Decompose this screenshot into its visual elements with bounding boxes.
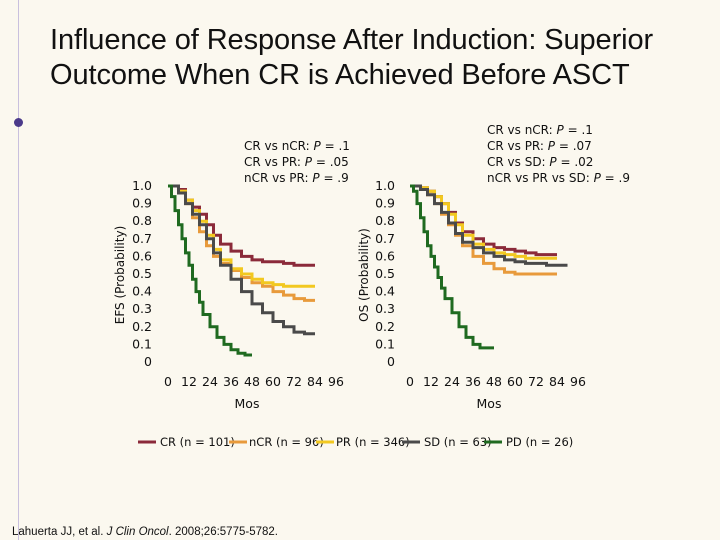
os-annotation-2: CR vs PR: P = .07 (487, 139, 592, 153)
os-y-tick-label: 0.6 (375, 248, 395, 263)
os-y-tick-label: 0.2 (375, 319, 395, 334)
efs-series-pd-line (168, 184, 252, 357)
legend-item-cr: CR (n = 101) (138, 435, 235, 449)
efs-y-tick-label: 0.9 (132, 196, 152, 211)
os-x-tick-label: 12 (423, 374, 439, 389)
os-y-axis-label: OS (Probability) (357, 228, 371, 322)
os-x-tick-label: 84 (549, 374, 565, 389)
os-x-tick-label: 60 (507, 374, 523, 389)
efs-y-tick-label: 1.0 (132, 178, 152, 193)
legend-label-cr: CR (n = 101) (160, 435, 235, 449)
efs-y-tick-label: 0.2 (132, 319, 152, 334)
efs-x-axis-label: Mos (235, 396, 260, 411)
os-x-tick-label: 36 (465, 374, 481, 389)
sidebar-accent-line (18, 0, 19, 540)
efs-x-tick-label: 24 (202, 374, 218, 389)
os-y-tick-label: 0.8 (375, 213, 395, 228)
os-series-pd-line (410, 184, 494, 350)
os-x-ticks: 0 12 24 36 48 60 72 84 96 (406, 374, 586, 389)
os-p-value-annotations: CR vs nCR: P = .1 CR vs PR: P = .07 CR v… (487, 123, 630, 185)
slide-title-line-1: Influence of Response After Induction: S… (50, 24, 654, 56)
os-y-tick-label: 0.7 (375, 231, 395, 246)
efs-annotation-3: nCR vs PR: P = .9 (244, 171, 349, 185)
os-y-tick-label: 0.5 (375, 266, 395, 281)
os-annotation-3: CR vs SD: P = .02 (487, 155, 593, 169)
efs-y-tick-label: 0.8 (132, 213, 152, 228)
os-y-tick-label: 0.3 (375, 301, 395, 316)
efs-y-tick-label: 0.3 (132, 301, 152, 316)
efs-annotation-1: CR vs nCR: P = .1 (244, 139, 350, 153)
os-series (410, 184, 568, 350)
efs-annotation-2: CR vs PR: P = .05 (244, 155, 349, 169)
efs-x-tick-label: 0 (164, 374, 172, 389)
os-y-tick-label: 0.4 (375, 284, 395, 299)
os-chart: CR vs nCR: P = .1 CR vs PR: P = .07 CR v… (357, 123, 630, 411)
os-series-sd-line (410, 184, 568, 267)
os-annotation-4: nCR vs PR vs SD: P = .9 (487, 171, 630, 185)
os-x-tick-label: 96 (570, 374, 586, 389)
efs-x-tick-label: 36 (223, 374, 239, 389)
efs-y-ticks: 0 0.1 0.2 0.3 0.4 0.5 0.6 0.7 0.8 0.9 1.0 (132, 178, 152, 369)
efs-y-tick-label: 0 (144, 354, 152, 369)
efs-x-tick-label: 96 (328, 374, 344, 389)
legend-label-pr: PR (n = 346) (336, 435, 410, 449)
efs-y-tick-label: 0.7 (132, 231, 152, 246)
efs-y-tick-label: 0.4 (132, 284, 152, 299)
efs-y-tick-label: 0.6 (132, 248, 152, 263)
os-x-tick-label: 48 (486, 374, 502, 389)
legend-item-pd: PD (n = 26) (484, 435, 573, 449)
efs-x-tick-label: 48 (244, 374, 260, 389)
os-x-axis-label: Mos (477, 396, 502, 411)
efs-x-tick-label: 12 (181, 374, 197, 389)
legend-item-sd: SD (n = 63) (402, 435, 492, 449)
efs-chart: CR vs nCR: P = .1 CR vs PR: P = .05 nCR … (113, 139, 350, 411)
efs-y-tick-label: 0.5 (132, 266, 152, 281)
efs-series-pr-line (168, 184, 315, 288)
os-x-tick-label: 72 (528, 374, 544, 389)
legend-label-pd: PD (n = 26) (506, 435, 573, 449)
os-y-tick-label: 0.9 (375, 196, 395, 211)
os-y-tick-label: 1.0 (375, 178, 395, 193)
os-y-tick-label: 0 (387, 354, 395, 369)
os-x-tick-label: 0 (406, 374, 414, 389)
efs-y-tick-label: 0.1 (132, 336, 152, 351)
os-series-ncr-line (410, 184, 557, 276)
os-y-tick-label: 0.1 (375, 336, 395, 351)
sidebar-bullet-dot (14, 118, 23, 127)
legend: CR (n = 101) nCR (n = 96) PR (n = 346) S… (138, 435, 573, 449)
os-annotation-1: CR vs nCR: P = .1 (487, 123, 593, 137)
legend-label-sd: SD (n = 63) (424, 435, 492, 449)
efs-series (168, 184, 315, 357)
os-x-tick-label: 24 (444, 374, 460, 389)
os-y-ticks: 0 0.1 0.2 0.3 0.4 0.5 0.6 0.7 0.8 0.9 1.0 (375, 178, 395, 369)
efs-y-axis-label: EFS (Probability) (113, 226, 127, 325)
legend-label-ncr: nCR (n = 96) (249, 435, 324, 449)
legend-item-pr: PR (n = 346) (316, 435, 410, 449)
efs-x-ticks: 0 12 24 36 48 60 72 84 96 (164, 374, 344, 389)
efs-p-value-annotations: CR vs nCR: P = .1 CR vs PR: P = .05 nCR … (244, 139, 350, 185)
os-series-pr-line (410, 184, 557, 260)
efs-x-tick-label: 72 (286, 374, 302, 389)
efs-series-sd-line (168, 184, 315, 336)
slide-title-line-2: Outcome When CR is Achieved Before ASCT (50, 59, 630, 91)
efs-x-tick-label: 60 (265, 374, 281, 389)
efs-x-tick-label: 84 (307, 374, 323, 389)
legend-item-ncr: nCR (n = 96) (229, 435, 324, 449)
citation: Lahuerta JJ, et al. J Clin Oncol. 2008;2… (12, 526, 278, 538)
